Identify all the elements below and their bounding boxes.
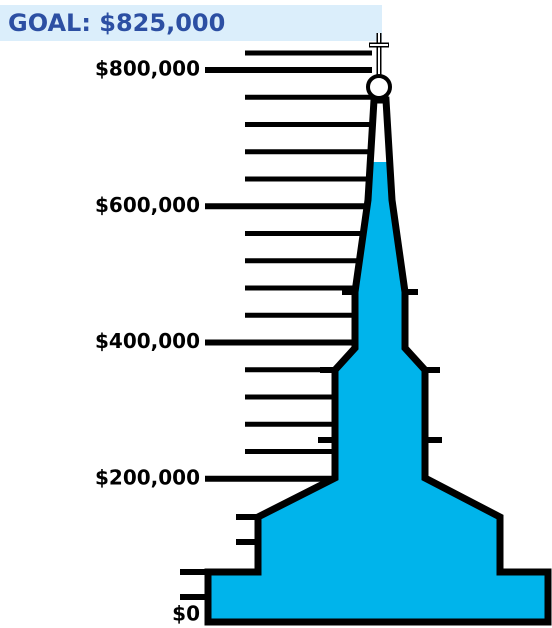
y-tick-label: $600,000 [95, 193, 200, 217]
title-background [0, 5, 382, 41]
y-tick-label: $0 [172, 602, 200, 626]
y-tick-label: $200,000 [95, 465, 200, 489]
y-tick-label: $800,000 [95, 57, 200, 81]
steeple-outline [204, 96, 552, 626]
ticks: $0 $200,000 $400,000 $600,000 $800,000 [95, 50, 372, 626]
chart-title: GOAL: $825,000 [8, 9, 225, 37]
spire-ball [366, 74, 392, 100]
y-tick-label: $400,000 [95, 329, 200, 353]
